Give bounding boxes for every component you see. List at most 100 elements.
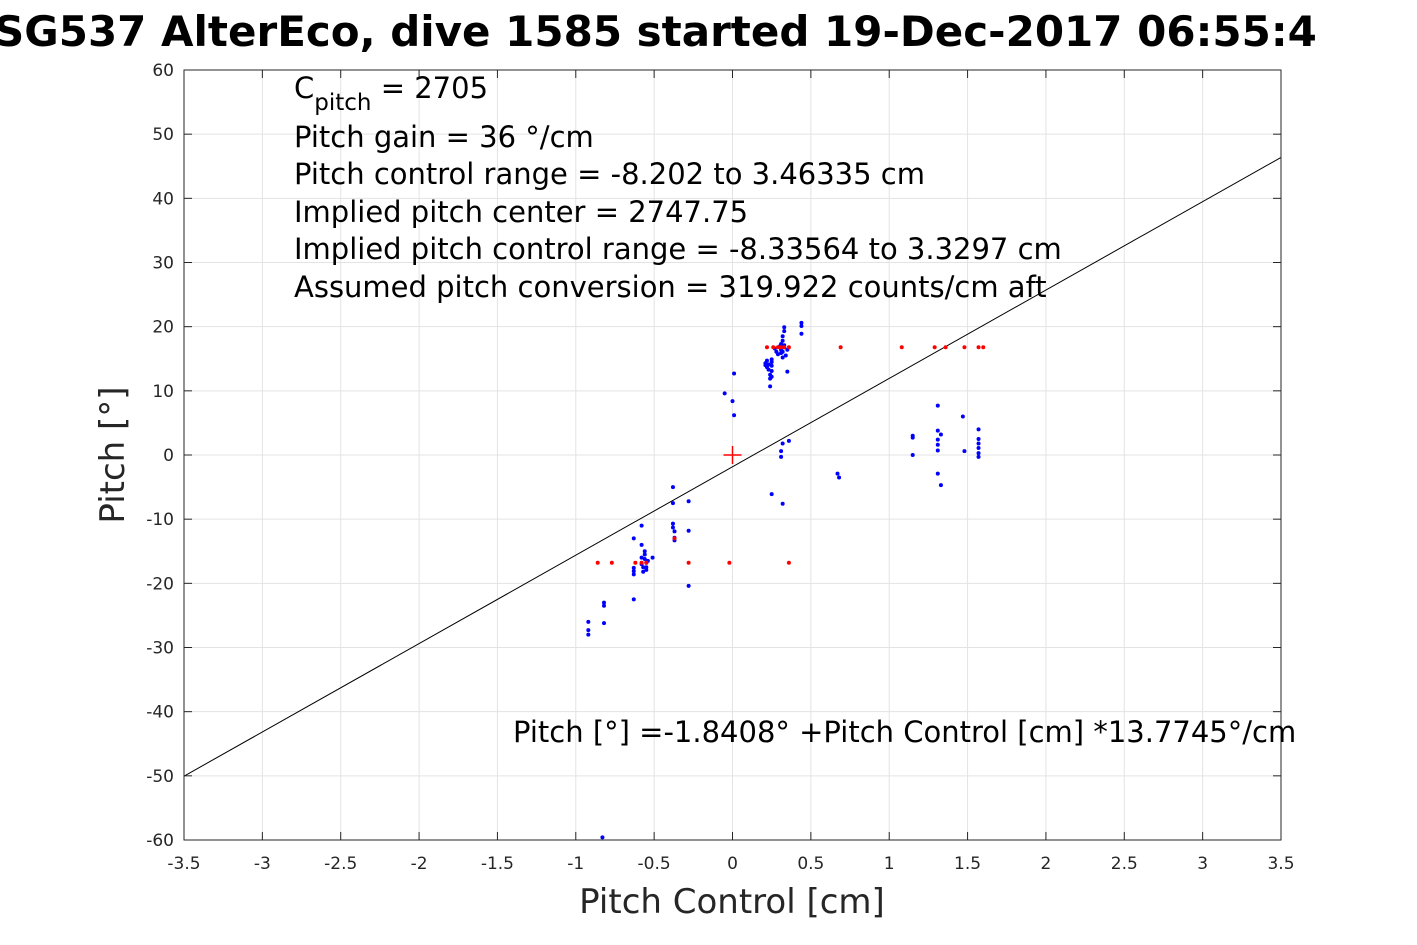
red-data-point	[976, 345, 981, 350]
blue-data-point	[644, 567, 649, 572]
x-tick-label: 3.5	[1267, 854, 1294, 874]
blue-data-point	[670, 501, 675, 506]
blue-data-point	[766, 362, 771, 367]
y-axis-title: Pitch [°]	[93, 386, 133, 523]
blue-data-point	[686, 499, 691, 504]
red-data-point	[962, 345, 967, 350]
blue-data-point	[769, 357, 774, 362]
blue-data-point	[639, 542, 644, 547]
blue-data-point	[960, 414, 965, 419]
red-data-point	[686, 560, 691, 565]
blue-data-point	[586, 628, 591, 633]
blue-data-point	[935, 448, 940, 453]
blue-data-point	[976, 441, 981, 446]
x-tick-label: -1	[567, 854, 584, 874]
center-marker-group	[723, 446, 742, 464]
blue-data-point	[732, 371, 737, 376]
red-data-point	[609, 560, 614, 565]
blue-data-point	[837, 475, 842, 480]
blue-data-point	[642, 556, 647, 561]
blue-data-point	[782, 325, 787, 330]
y-tick-label: -60	[146, 831, 174, 851]
blue-data-point	[601, 621, 606, 626]
blue-data-point	[600, 835, 605, 840]
blue-data-point	[935, 437, 940, 442]
data-points	[586, 320, 986, 840]
blue-data-point	[769, 368, 774, 373]
blue-data-point	[768, 384, 773, 389]
y-tick-label: -30	[146, 639, 174, 659]
blue-data-point	[769, 363, 774, 368]
x-tick-label: 1	[884, 854, 895, 874]
blue-data-point	[976, 427, 981, 432]
blue-data-point	[732, 413, 737, 418]
blue-data-point	[786, 438, 791, 443]
red-data-point	[764, 345, 769, 350]
blue-data-point	[586, 632, 591, 637]
blue-data-point	[976, 451, 981, 456]
red-data-point	[672, 536, 677, 541]
blue-data-point	[799, 320, 804, 325]
blue-data-point	[730, 399, 735, 404]
blue-data-point	[639, 555, 644, 560]
blue-data-point	[631, 597, 636, 602]
blue-data-point	[780, 338, 785, 343]
blue-data-point	[631, 565, 636, 570]
red-data-point	[771, 345, 776, 350]
c-pitch-value: = 2705	[371, 71, 488, 105]
implied-pitch-range-annotation: Implied pitch control range = -8.33564 t…	[294, 232, 1062, 266]
blue-data-point	[910, 453, 915, 457]
blue-data-point	[641, 569, 646, 574]
pitch-gain-annotation: Pitch gain = 36 °/cm	[294, 120, 594, 154]
blue-data-point	[779, 341, 784, 346]
blue-data-point	[670, 525, 675, 530]
blue-data-point	[938, 432, 943, 437]
fit-line-group	[183, 157, 1282, 777]
blue-data-point	[782, 329, 787, 334]
x-axis-title: Pitch Control [cm]	[579, 882, 885, 922]
blue-data-point	[766, 367, 771, 372]
x-tick-label: -3	[254, 854, 271, 874]
red-data-point	[981, 345, 986, 350]
blue-data-point	[780, 334, 785, 339]
blue-data-point	[641, 565, 646, 570]
x-tick-label: -0.5	[638, 854, 671, 874]
blue-data-point	[686, 528, 691, 533]
blue-data-point	[780, 349, 785, 354]
blue-data-point	[799, 331, 804, 336]
x-tick-label: -1.5	[481, 854, 514, 874]
blue-data-point	[976, 445, 981, 450]
x-tick-label: -2.5	[324, 854, 357, 874]
x-tick-label: 3	[1197, 854, 1208, 874]
red-data-point	[782, 345, 787, 350]
red-data-point	[633, 560, 638, 565]
blue-data-point	[780, 441, 785, 446]
y-tick-label: -10	[146, 510, 174, 530]
x-tick-label: -3.5	[167, 854, 200, 874]
c-pitch-letter: C	[294, 71, 314, 105]
y-tick-label: 40	[152, 189, 174, 209]
blue-data-point	[601, 603, 606, 608]
red-data-point	[775, 345, 780, 350]
red-data-point	[595, 560, 600, 565]
red-data-point	[644, 560, 649, 565]
axis-ticks: -3.5 -3 -2.5 -2 -1.5 -1 -0.5 0 0.5 1 1.5 2 2.5 3 3.5 -6…	[146, 61, 1294, 874]
blue-data-point	[670, 521, 675, 526]
x-tick-label: 2	[1041, 854, 1052, 874]
red-data-point	[932, 345, 937, 350]
c-pitch-annotation: Cpitch = 2705	[294, 71, 488, 116]
blue-data-point	[601, 600, 606, 605]
pitch-conversion-annotation: Assumed pitch conversion = 319.922 count…	[294, 270, 1047, 304]
red-data-point	[899, 345, 904, 350]
c-pitch-subscript: pitch	[314, 90, 371, 116]
blue-data-point	[764, 358, 769, 363]
blue-data-point	[835, 471, 840, 476]
y-tick-label: 30	[152, 254, 174, 274]
red-data-point	[639, 560, 644, 565]
blue-data-point	[785, 369, 790, 374]
blue-data-point	[769, 374, 774, 379]
blue-data-point	[775, 352, 780, 357]
y-tick-label: 0	[163, 446, 174, 466]
x-tick-label: 2.5	[1111, 854, 1138, 874]
